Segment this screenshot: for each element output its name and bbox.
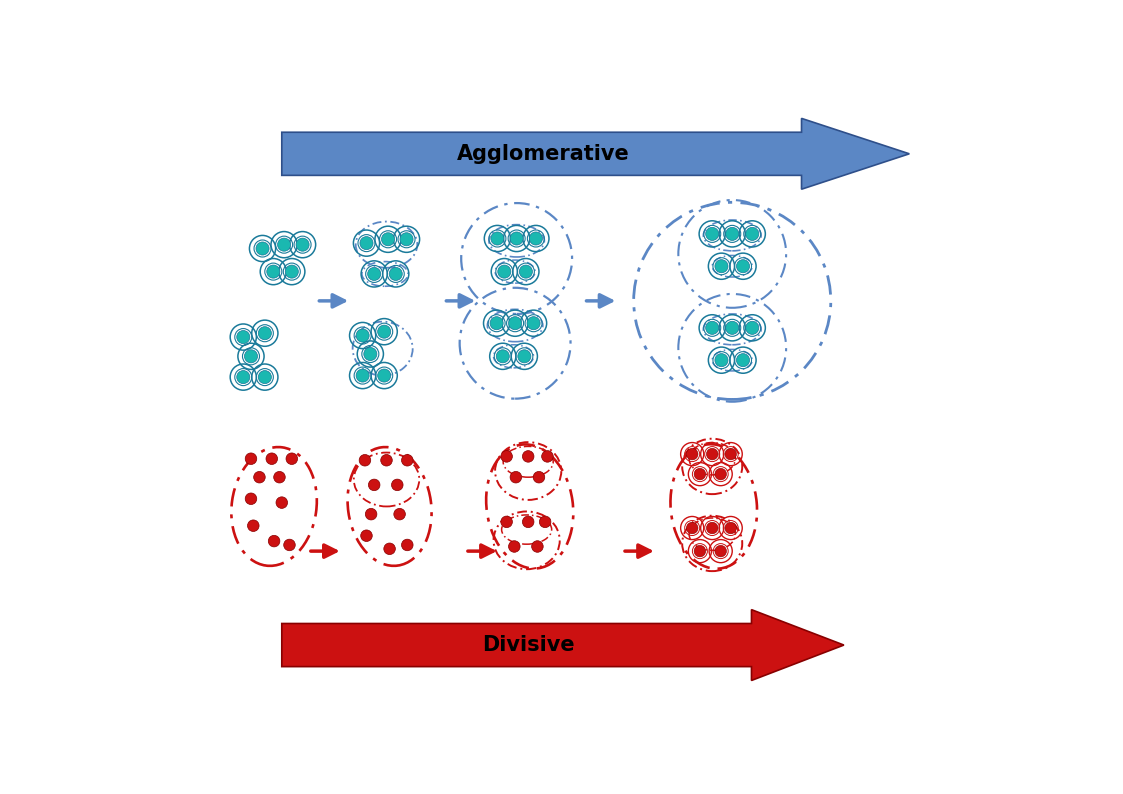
Circle shape xyxy=(258,326,272,340)
Circle shape xyxy=(382,233,394,246)
Circle shape xyxy=(254,472,265,483)
Circle shape xyxy=(746,227,759,241)
Circle shape xyxy=(377,369,391,382)
Circle shape xyxy=(286,453,298,464)
Circle shape xyxy=(490,317,503,330)
Circle shape xyxy=(285,265,299,278)
Circle shape xyxy=(360,530,372,542)
Circle shape xyxy=(529,232,542,245)
Circle shape xyxy=(268,535,280,547)
Circle shape xyxy=(267,265,280,278)
Circle shape xyxy=(694,545,705,557)
Text: Agglomerative: Agglomerative xyxy=(457,144,630,164)
Circle shape xyxy=(686,522,699,534)
Circle shape xyxy=(245,493,257,504)
Circle shape xyxy=(531,541,544,553)
Circle shape xyxy=(686,449,699,460)
Circle shape xyxy=(377,325,391,338)
Circle shape xyxy=(497,265,511,278)
Circle shape xyxy=(256,242,270,255)
Circle shape xyxy=(364,348,377,360)
Circle shape xyxy=(368,479,380,491)
Circle shape xyxy=(491,232,504,245)
Circle shape xyxy=(715,260,728,273)
Text: Divisive: Divisive xyxy=(482,635,575,655)
Circle shape xyxy=(510,232,523,245)
Circle shape xyxy=(245,453,257,464)
Circle shape xyxy=(359,454,371,466)
Circle shape xyxy=(725,227,739,241)
Circle shape xyxy=(384,543,395,554)
Circle shape xyxy=(496,350,510,363)
Circle shape xyxy=(501,516,512,528)
Circle shape xyxy=(705,322,719,334)
Circle shape xyxy=(365,508,377,520)
Circle shape xyxy=(381,454,392,466)
Circle shape xyxy=(737,260,749,273)
Circle shape xyxy=(522,451,533,462)
Circle shape xyxy=(501,451,512,462)
Circle shape xyxy=(245,350,257,363)
Circle shape xyxy=(706,522,718,534)
Circle shape xyxy=(510,472,522,483)
Circle shape xyxy=(276,497,287,508)
Polygon shape xyxy=(282,610,843,680)
Circle shape xyxy=(266,453,277,464)
Circle shape xyxy=(509,541,520,553)
Circle shape xyxy=(284,539,295,551)
Circle shape xyxy=(392,479,403,491)
Circle shape xyxy=(296,238,309,251)
Circle shape xyxy=(705,227,719,241)
Circle shape xyxy=(518,350,531,363)
Circle shape xyxy=(402,539,413,551)
Circle shape xyxy=(509,317,522,330)
Circle shape xyxy=(247,520,259,531)
Circle shape xyxy=(533,472,545,483)
Circle shape xyxy=(706,449,718,460)
Circle shape xyxy=(746,322,759,334)
Circle shape xyxy=(400,233,413,246)
Circle shape xyxy=(725,449,737,460)
Circle shape xyxy=(519,265,532,278)
Circle shape xyxy=(527,317,540,330)
Circle shape xyxy=(394,508,405,520)
Circle shape xyxy=(367,268,381,280)
Circle shape xyxy=(522,516,533,528)
Circle shape xyxy=(541,451,554,462)
Circle shape xyxy=(356,369,369,382)
Circle shape xyxy=(360,237,373,249)
Polygon shape xyxy=(282,118,910,189)
Circle shape xyxy=(356,329,369,342)
Circle shape xyxy=(402,454,413,466)
Circle shape xyxy=(715,545,727,557)
Circle shape xyxy=(390,268,402,280)
Circle shape xyxy=(715,468,727,480)
Circle shape xyxy=(237,371,249,384)
Circle shape xyxy=(277,238,291,251)
Circle shape xyxy=(737,353,749,367)
Circle shape xyxy=(725,322,739,334)
Circle shape xyxy=(237,330,249,344)
Circle shape xyxy=(539,516,551,528)
Circle shape xyxy=(715,353,728,367)
Circle shape xyxy=(694,468,705,480)
Circle shape xyxy=(274,472,285,483)
Circle shape xyxy=(725,522,737,534)
Circle shape xyxy=(258,371,272,384)
